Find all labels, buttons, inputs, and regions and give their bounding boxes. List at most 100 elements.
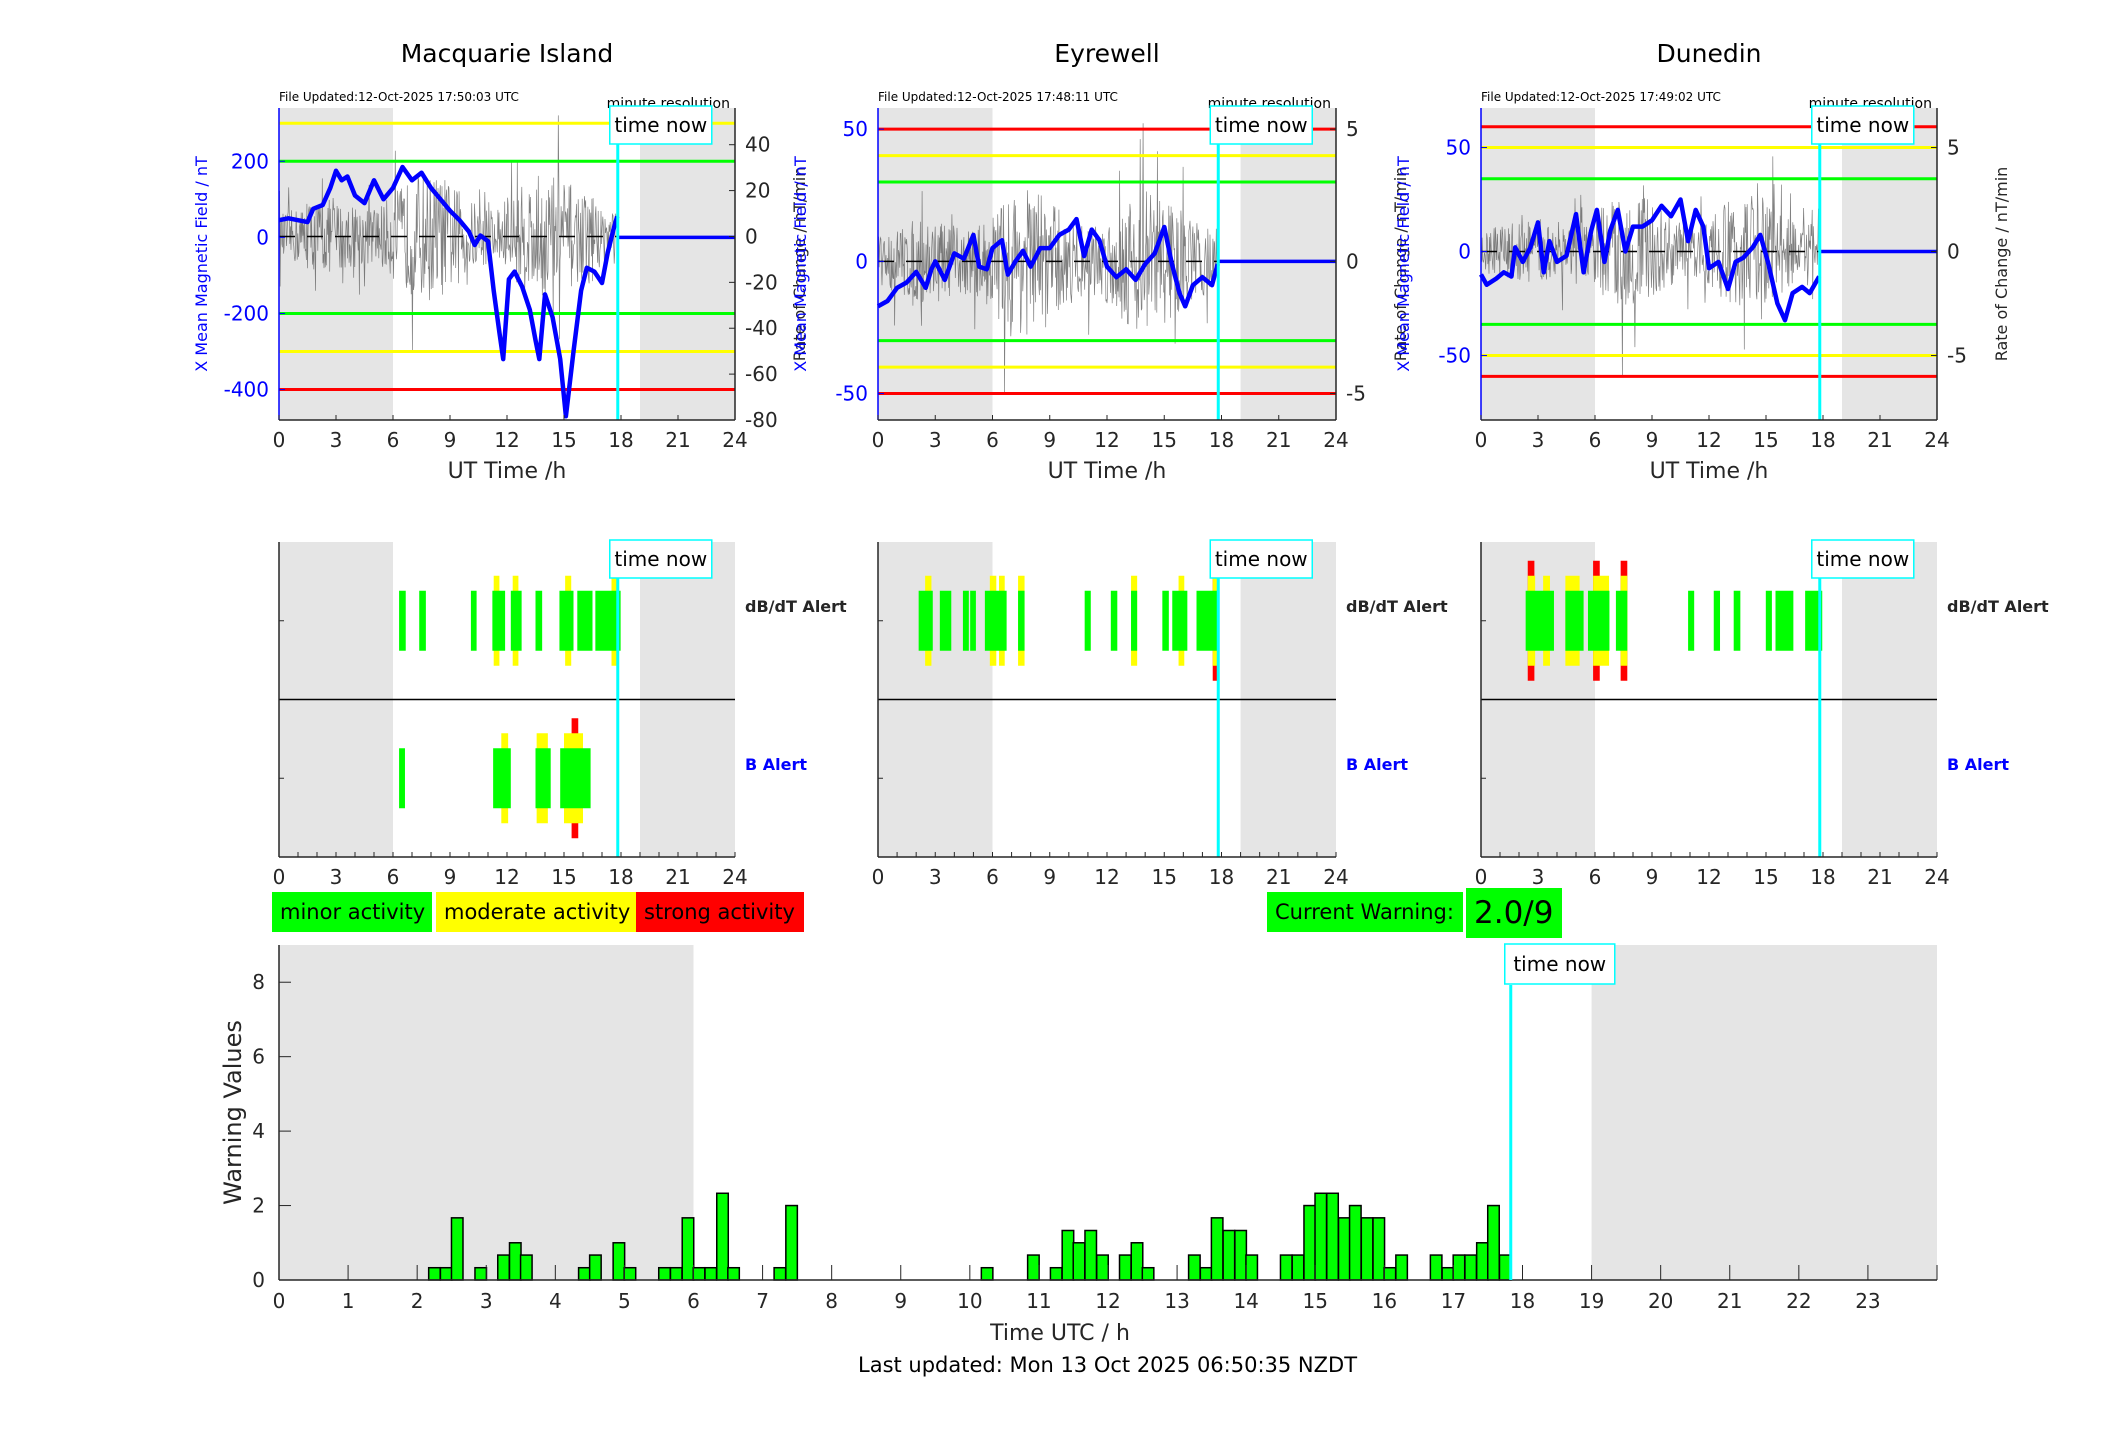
alert-block-minor — [918, 590, 933, 651]
b-field-trace — [876, 216, 1220, 309]
b-alert-label: B Alert — [1947, 755, 2009, 774]
alert-block-minor — [1615, 590, 1628, 651]
b-tick-label: 200 — [231, 149, 269, 173]
warning-x-tick-label: 9 — [894, 1289, 907, 1313]
b-tick-label: 50 — [1446, 136, 1471, 160]
alert-block-minor — [1805, 590, 1823, 651]
alert-block-minor — [559, 590, 574, 651]
b-tick-label: -50 — [835, 382, 868, 406]
x-tick-label: 0 — [1475, 428, 1488, 452]
alert-block-minor — [970, 590, 976, 651]
alert-block-minor — [1587, 590, 1610, 651]
alert-block-minor — [470, 590, 477, 651]
time-now-label: time now — [1816, 547, 1909, 571]
warning-x-tick-label: 23 — [1855, 1289, 1880, 1313]
warning-bar — [1072, 1242, 1086, 1281]
night-shade — [1481, 108, 1595, 420]
time-now-label: time now — [1215, 547, 1308, 571]
b-tick-label: -200 — [224, 301, 269, 325]
warning-x-tick-label: 7 — [756, 1289, 769, 1313]
alert-block-minor — [1162, 590, 1169, 651]
file-updated: File Updated:12-Oct-2025 17:49:02 UTC — [1481, 90, 1721, 104]
legend-strong-activity: strong activity — [636, 892, 804, 932]
x-tick-label: 0 — [273, 428, 286, 452]
station-title: Macquarie Island — [401, 39, 614, 68]
warning-bar — [1095, 1254, 1109, 1281]
left-y-axis-label: X Mean Magnetic Field / nT — [791, 156, 810, 372]
warning-bar — [1326, 1192, 1340, 1281]
warning-y-tick-label: 8 — [252, 970, 265, 994]
alert-block-minor — [1775, 590, 1794, 651]
b-field-trace — [278, 164, 620, 419]
alert-x-tick-label: 24 — [1323, 865, 1348, 889]
warning-bar — [1026, 1254, 1040, 1281]
warning-bar — [681, 1217, 695, 1281]
alert-block-minor — [1110, 590, 1118, 651]
x-tick-label: 24 — [1924, 428, 1949, 452]
time-now-label: time now — [1816, 113, 1909, 137]
warning-x-tick-label: 15 — [1303, 1289, 1328, 1313]
warning-x-tick-label: 10 — [957, 1289, 982, 1313]
warning-bar — [623, 1266, 637, 1281]
right-y-axis-label: Rate of Change / nT/min — [790, 167, 809, 362]
warning-x-tick-label: 11 — [1026, 1289, 1051, 1313]
warning-x-tick-label: 1 — [342, 1289, 355, 1313]
warning-bar — [1429, 1254, 1443, 1281]
alert-x-tick-label: 15 — [1152, 865, 1177, 889]
warning-y-tick-label: 4 — [252, 1119, 265, 1143]
x-tick-label: 15 — [551, 428, 576, 452]
warning-x-tick-label: 22 — [1786, 1289, 1811, 1313]
time-now-box — [1209, 539, 1314, 579]
warning-bar — [716, 1192, 730, 1281]
alert-x-tick-label: 18 — [608, 865, 633, 889]
warning-bar — [1372, 1217, 1386, 1281]
warning-bar — [519, 1254, 533, 1281]
warning-bar — [727, 1266, 741, 1281]
dbdt-trace — [877, 123, 1219, 394]
warning-bar — [980, 1266, 994, 1281]
alert-block-minor — [1172, 590, 1188, 651]
alert-block-minor — [399, 748, 405, 809]
warning-x-tick-label: 18 — [1510, 1289, 1535, 1313]
time-now-label: time now — [614, 547, 707, 571]
station-title: Eyrewell — [1054, 39, 1159, 68]
x-tick-label: 15 — [1152, 428, 1177, 452]
warning-bar — [1383, 1266, 1397, 1281]
time-now-box — [609, 539, 713, 579]
b-field-trace — [1479, 197, 1822, 323]
warning-bar — [1187, 1254, 1201, 1281]
x-tick-label: 0 — [872, 428, 885, 452]
time-now-box — [1811, 539, 1915, 579]
x-tick-label: 9 — [1043, 428, 1056, 452]
warning-x-tick-label: 8 — [825, 1289, 838, 1313]
warning-x-tick-label: 0 — [273, 1289, 286, 1313]
warning-bar — [704, 1266, 718, 1281]
warning-bar — [1210, 1217, 1224, 1281]
x-tick-label: 6 — [1589, 428, 1602, 452]
warning-bar — [1049, 1266, 1063, 1281]
dbdt-tick-label: 0 — [1947, 240, 1960, 264]
alert-block-minor — [1018, 590, 1025, 651]
warning-bar — [657, 1266, 671, 1281]
dbdt-tick-label: -60 — [745, 362, 778, 386]
alert-x-tick-label: 15 — [1753, 865, 1778, 889]
dbdt-tick-label: 0 — [745, 224, 758, 248]
warning-bar — [1222, 1229, 1236, 1281]
dbdt-tick-label: -5 — [1947, 344, 1967, 368]
warning-y-axis-label: Warning Values — [219, 1020, 247, 1205]
alert-block-minor — [560, 748, 591, 809]
b-tick-label: 0 — [1458, 240, 1471, 264]
last-updated: Last updated: Mon 13 Oct 2025 06:50:35 N… — [858, 1353, 1358, 1377]
alert-block-minor — [1713, 590, 1721, 651]
alert-block-minor — [962, 590, 969, 651]
warning-x-tick-label: 20 — [1648, 1289, 1673, 1313]
left-y-axis-label: X Mean Magnetic Field / nT — [192, 156, 211, 372]
warning-x-tick-label: 5 — [618, 1289, 631, 1313]
file-updated: File Updated:12-Oct-2025 17:50:03 UTC — [279, 90, 519, 104]
alert-x-tick-label: 24 — [722, 865, 747, 889]
alert-x-tick-label: 12 — [1094, 865, 1119, 889]
file-updated: File Updated:12-Oct-2025 17:48:11 UTC — [878, 90, 1118, 104]
alert-x-tick-label: 0 — [273, 865, 286, 889]
warning-bar — [1291, 1254, 1305, 1281]
